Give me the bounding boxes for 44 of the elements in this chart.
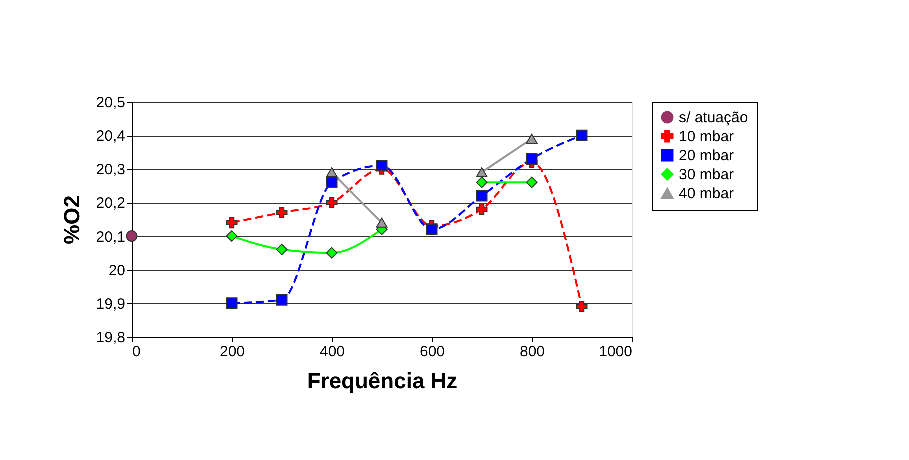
y-tick-label: 20 bbox=[108, 262, 126, 280]
legend-label: 10 mbar bbox=[679, 128, 734, 146]
point bbox=[226, 217, 238, 229]
y-tick-label: 20,2 bbox=[96, 195, 126, 212]
point bbox=[476, 167, 488, 178]
y-tick-label: 20,3 bbox=[96, 162, 126, 179]
point bbox=[526, 134, 538, 144]
legend-label: 40 mbar bbox=[679, 186, 734, 202]
point bbox=[576, 130, 588, 142]
y-tick-label: 19,8 bbox=[96, 330, 126, 346]
legend-label: 20 mbar bbox=[679, 148, 734, 164]
point bbox=[376, 160, 388, 172]
y-tick-label: 20,1 bbox=[96, 228, 126, 246]
x-tick-label: 400 bbox=[320, 344, 346, 360]
x-tick-label: 800 bbox=[520, 344, 546, 360]
point bbox=[226, 230, 238, 242]
y-axis-title: %O2 bbox=[59, 196, 84, 244]
x-tick-label: 200 bbox=[220, 344, 246, 360]
point bbox=[326, 176, 338, 188]
x-tick-label: 1000 bbox=[599, 344, 632, 360]
point bbox=[276, 207, 288, 219]
point bbox=[576, 301, 588, 313]
point bbox=[476, 176, 488, 188]
point bbox=[376, 218, 388, 228]
point bbox=[426, 224, 438, 236]
x-tick-label: 600 bbox=[420, 344, 446, 360]
x-tick-label: 0 bbox=[132, 344, 141, 360]
point bbox=[126, 230, 138, 242]
point bbox=[276, 244, 288, 256]
point bbox=[326, 167, 338, 178]
point bbox=[276, 294, 288, 306]
point bbox=[226, 298, 238, 310]
legend-label: 30 mbar bbox=[679, 166, 734, 184]
y-tick-label: 20,4 bbox=[96, 128, 126, 146]
point bbox=[326, 247, 338, 259]
point bbox=[326, 196, 338, 208]
legend-label: s/ atuação bbox=[679, 110, 748, 126]
point bbox=[476, 190, 488, 202]
point bbox=[476, 204, 488, 216]
point bbox=[526, 176, 538, 188]
point bbox=[526, 153, 538, 165]
y-tick-label: 19,9 bbox=[96, 296, 126, 313]
y-tick-label: 20,5 bbox=[96, 94, 126, 112]
x-axis-title: Frequência Hz bbox=[307, 368, 458, 394]
